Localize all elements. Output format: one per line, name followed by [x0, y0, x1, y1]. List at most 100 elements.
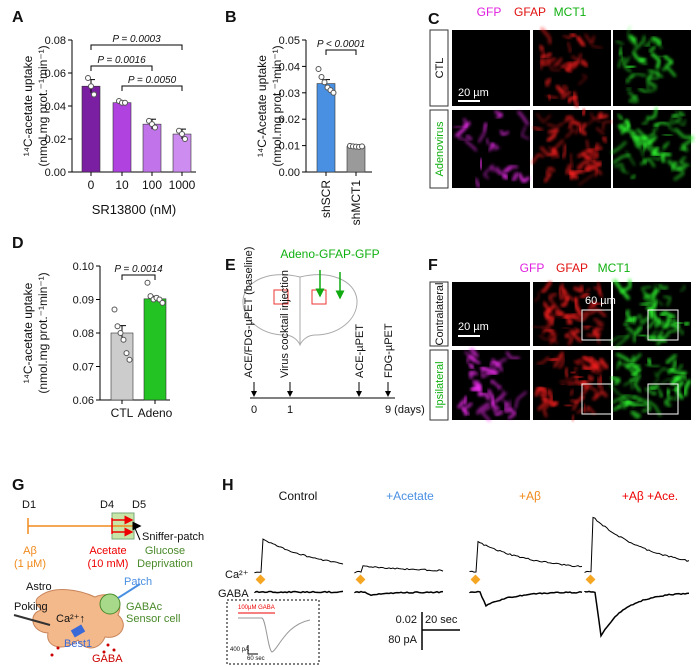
cell-signal [645, 363, 660, 368]
cell-signal [591, 390, 608, 401]
cell-signal [661, 66, 677, 78]
bar [112, 102, 132, 173]
cell-signal [657, 55, 668, 58]
sensor-cell [99, 593, 121, 615]
cell-signal [644, 387, 657, 396]
cell-signal [475, 401, 491, 415]
cell-signal [574, 375, 583, 380]
protocol-label: Sniffer-patch [142, 531, 204, 543]
cell-signal [642, 157, 647, 165]
cell-signal [628, 34, 638, 46]
cell-signal [472, 380, 483, 392]
cell-signal [619, 279, 632, 294]
data-point [179, 131, 185, 138]
calcium-trace [469, 540, 583, 573]
cell-signal [575, 35, 586, 48]
condition-label: Control [279, 489, 318, 503]
cell-signal [651, 310, 664, 326]
cell-signal [573, 297, 583, 316]
panel-label: B [225, 9, 237, 26]
day-label: D4 [100, 499, 114, 511]
data-point [126, 356, 133, 363]
cell-signal [542, 303, 562, 318]
inset-label: 400 pA [230, 647, 249, 653]
cell-signal [542, 400, 553, 418]
p-value: P = 0.0014 [114, 264, 163, 275]
cell-signal [582, 325, 594, 328]
cell-signal [469, 368, 476, 377]
cell-label: GABAc [126, 601, 163, 613]
cell-signal [494, 164, 513, 176]
cell-signal [679, 284, 686, 293]
cell-label: Ca²⁺↑ [56, 613, 85, 625]
significance-bracket [90, 44, 183, 50]
y-tick-label: 0.04 [45, 101, 66, 113]
poking-pipette [13, 614, 51, 626]
cell-signal [610, 140, 628, 155]
cell-signal [601, 136, 608, 144]
inset-label: 100µM GABA [238, 605, 275, 611]
cell-signal [592, 301, 603, 306]
cell-signal [541, 280, 553, 293]
cell-signal [454, 121, 471, 138]
cell-signal [641, 115, 649, 125]
calcium-trace [584, 516, 690, 573]
inset-trace [238, 617, 311, 653]
cell-signal [662, 133, 673, 137]
y-tick-label: 0.04 [279, 61, 300, 73]
cell-signal [547, 60, 561, 71]
cell-signal [569, 389, 574, 396]
cell-signal [630, 409, 642, 420]
cell-signal [657, 283, 669, 291]
panel-label: G [12, 477, 24, 494]
cell-signal [545, 315, 555, 326]
y-tick-label: 0.06 [45, 68, 66, 80]
row-box [429, 281, 449, 347]
day-label: 0 [251, 404, 257, 416]
cell-signal [648, 284, 657, 300]
cell-signal [657, 388, 664, 398]
cell-signal [562, 84, 569, 92]
row-box [429, 29, 449, 107]
data-point [159, 299, 166, 306]
cell-signal [562, 34, 572, 40]
y-axis-title: (nmol.mg prot.⁻¹min⁻¹) [270, 45, 284, 166]
panel-label: C [428, 11, 440, 28]
cell-signal [653, 121, 669, 128]
cell-signal [466, 355, 475, 363]
cell-signal [650, 146, 661, 157]
cell-signal [562, 312, 578, 320]
cell-signal [480, 405, 492, 422]
cell-signal [560, 90, 572, 100]
region-box [273, 289, 289, 305]
bar [110, 332, 134, 401]
cell-signal [676, 363, 684, 372]
cell-signal [612, 154, 631, 164]
cell-signal [678, 110, 685, 117]
cell-signal [623, 379, 634, 390]
cell-label: Astro [26, 581, 52, 593]
cell-signal [646, 357, 653, 366]
cell-signal [588, 300, 596, 307]
cell-signal [614, 332, 631, 348]
data-point [88, 83, 94, 90]
cell-signal [626, 25, 633, 44]
panel-label: H [222, 477, 234, 494]
event-label: Virus cocktail injection [279, 270, 291, 378]
cell-signal [577, 73, 588, 86]
y-tick-label: 0.03 [279, 88, 300, 100]
p-value: P = 0.0003 [112, 34, 161, 45]
cell-signal [539, 51, 546, 70]
event-label: FDG-µPET [383, 323, 395, 378]
cell-signal [485, 137, 490, 146]
gaba-trace [584, 590, 690, 638]
cell-signal [581, 108, 587, 116]
cell-signal [587, 374, 595, 382]
cell-signal [593, 286, 603, 298]
cell-signal [564, 126, 574, 139]
row-box [429, 349, 449, 421]
bar [143, 298, 167, 401]
data-point [321, 79, 328, 86]
cell-signal [661, 152, 672, 163]
